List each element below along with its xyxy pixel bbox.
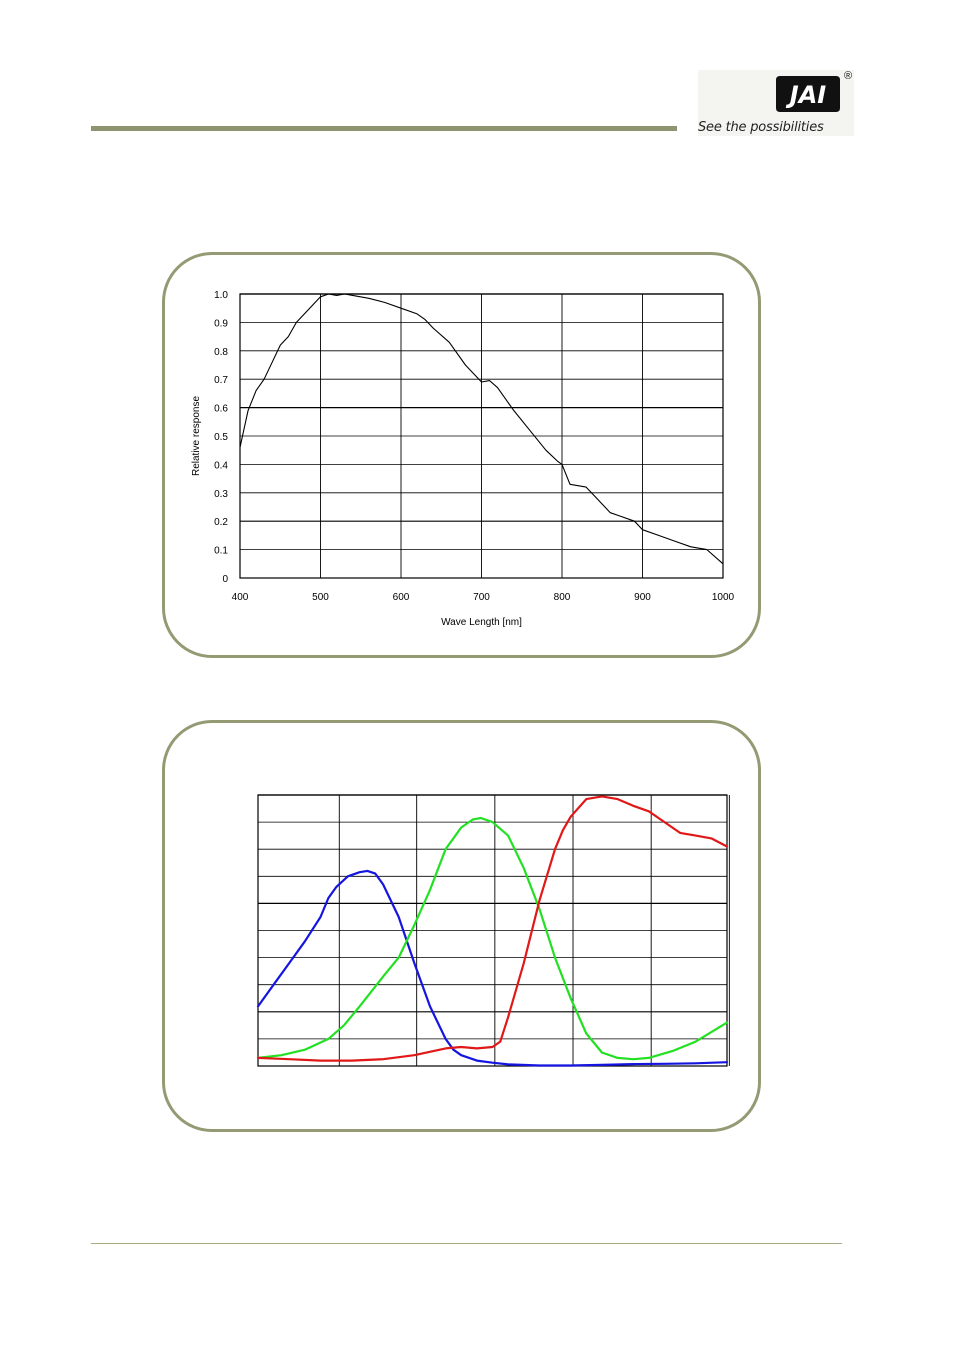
logo-tagline: See the possibilities [698,120,824,135]
jai-logo: JAI ® See the possibilities [698,70,854,136]
chart-panel-monochrome [162,252,761,658]
jai-logo-mark: JAI [776,76,840,112]
registered-mark: ® [844,70,853,82]
chart-panel-color [162,720,761,1132]
header-rule [91,126,677,131]
logo-text: JAI [786,81,827,109]
footer-rule [91,1243,842,1244]
